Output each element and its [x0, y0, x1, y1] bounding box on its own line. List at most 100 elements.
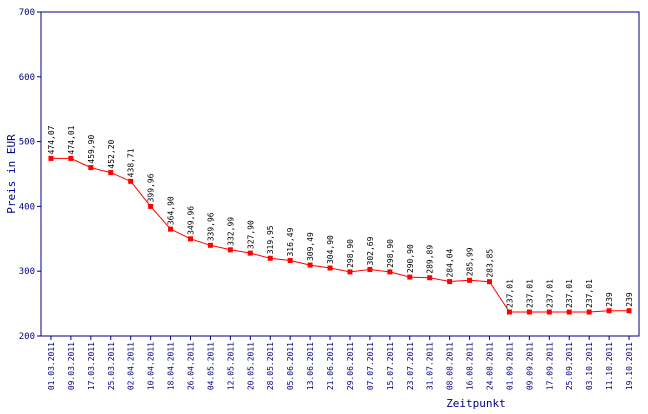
- x-tick-label: 02.04.2011: [127, 342, 136, 390]
- data-label: 319,95: [266, 225, 275, 254]
- data-label: 304,90: [326, 235, 335, 264]
- x-tick-label: 24.08.2011: [486, 342, 495, 390]
- data-label: 364,90: [167, 196, 176, 225]
- y-tick-label: 700: [19, 8, 35, 18]
- data-label: 239: [605, 292, 614, 307]
- x-tick-label: 21.06.2011: [326, 342, 335, 390]
- data-point: [267, 255, 273, 261]
- data-label: 452,20: [107, 139, 116, 168]
- data-point: [506, 309, 512, 315]
- x-tick-label: 08.08.2011: [446, 342, 455, 390]
- data-label: 298,90: [386, 239, 395, 268]
- x-tick-label: 25.09.2011: [565, 342, 574, 390]
- data-point: [487, 279, 492, 285]
- data-label: 399,96: [147, 173, 156, 202]
- data-point: [566, 309, 572, 315]
- y-tick-label: 300: [19, 267, 35, 277]
- x-tick-label: 26.04.2011: [187, 342, 196, 390]
- data-point: [606, 308, 612, 314]
- x-tick-label: 20.05.2011: [246, 342, 255, 390]
- data-label: 339,96: [206, 212, 215, 241]
- data-label: 289,89: [426, 245, 435, 274]
- data-point: [526, 309, 532, 315]
- data-point: [546, 309, 552, 315]
- y-tick-label: 600: [19, 73, 35, 83]
- plot-frame: [40, 11, 640, 337]
- x-tick-label: 17.03.2011: [87, 342, 96, 390]
- x-tick-label: 19.10.2011: [625, 342, 634, 390]
- data-label: 316,49: [286, 227, 295, 256]
- data-label: 237,01: [565, 279, 574, 308]
- data-point: [188, 236, 193, 242]
- data-point: [48, 155, 54, 161]
- data-label: 474,07: [47, 125, 56, 154]
- x-tick-label: 07.07.2011: [366, 342, 375, 390]
- y-tick-label: 500: [19, 138, 35, 148]
- data-label: 237,01: [545, 279, 554, 308]
- x-tick-label: 17.09.2011: [545, 342, 554, 390]
- x-tick-label: 09.09.2011: [525, 342, 534, 390]
- data-point: [467, 277, 473, 283]
- y-axis: 200 300 400 500 600 700: [19, 8, 41, 342]
- data-point: [626, 308, 632, 314]
- series-price: [48, 155, 632, 315]
- x-tick-label: 01.09.2011: [505, 342, 514, 390]
- data-label: 237,01: [525, 279, 534, 308]
- x-axis-title: Zeitpunkt: [446, 397, 506, 410]
- data-point: [347, 269, 353, 275]
- x-tick-label: 25.03.2011: [107, 342, 116, 390]
- data-point: [307, 262, 313, 268]
- data-point: [447, 279, 453, 285]
- data-point: [108, 170, 114, 176]
- data-point: [287, 258, 293, 264]
- data-point: [227, 247, 233, 253]
- data-point: [387, 269, 393, 275]
- data-point: [207, 242, 213, 248]
- data-label: 284,04: [446, 248, 455, 277]
- y-axis-title: Preis in EUR: [5, 134, 18, 214]
- x-tick-label: 01.03.2011: [47, 342, 56, 390]
- x-tick-label: 18.04.2011: [167, 342, 176, 390]
- x-tick-label: 04.05.2011: [206, 342, 215, 390]
- y-tick-label: 400: [19, 202, 35, 212]
- data-point: [128, 178, 134, 184]
- data-point: [88, 165, 94, 171]
- data-label: 239: [625, 292, 634, 307]
- data-label: 474,01: [67, 125, 76, 154]
- data-label: 309,49: [306, 232, 315, 261]
- data-label: 285,99: [466, 247, 475, 276]
- x-tick-label: 15.07.2011: [386, 342, 395, 390]
- data-label: 302,69: [366, 236, 375, 265]
- data-label: 327,90: [246, 220, 255, 249]
- x-tick-label: 13.06.2011: [306, 342, 315, 390]
- data-label: 459,90: [87, 135, 96, 164]
- x-tick-label: 09.03.2011: [67, 342, 76, 390]
- data-label: 283,85: [486, 249, 495, 278]
- data-point: [68, 155, 74, 161]
- data-point: [168, 226, 174, 232]
- x-tick-label: 12.05.2011: [226, 342, 235, 390]
- data-label: 237,01: [505, 279, 514, 308]
- x-tick-label: 23.07.2011: [406, 342, 415, 390]
- data-point: [327, 265, 333, 271]
- data-label: 438,71: [127, 148, 136, 177]
- data-point: [247, 250, 253, 256]
- data-label: 290,90: [406, 244, 415, 273]
- data-label: 298,90: [346, 239, 355, 268]
- x-axis: 01.03.2011 09.03.2011 17.03.2011 25.03.2011…: [47, 336, 634, 390]
- x-tick-label: 03.10.2011: [585, 342, 594, 390]
- x-tick-label: 05.06.2011: [286, 342, 295, 390]
- y-tick-label: 200: [19, 332, 35, 342]
- data-point: [148, 203, 154, 209]
- data-label: 237,01: [585, 279, 594, 308]
- data-point: [367, 266, 373, 272]
- x-tick-label: 10.04.2011: [147, 342, 156, 390]
- x-tick-label: 16.08.2011: [466, 342, 475, 390]
- data-point: [427, 275, 433, 281]
- x-tick-label: 11.10.2011: [605, 342, 614, 390]
- series-line: [51, 157, 629, 313]
- data-point: [586, 309, 592, 315]
- x-tick-label: 31.07.2011: [426, 342, 435, 390]
